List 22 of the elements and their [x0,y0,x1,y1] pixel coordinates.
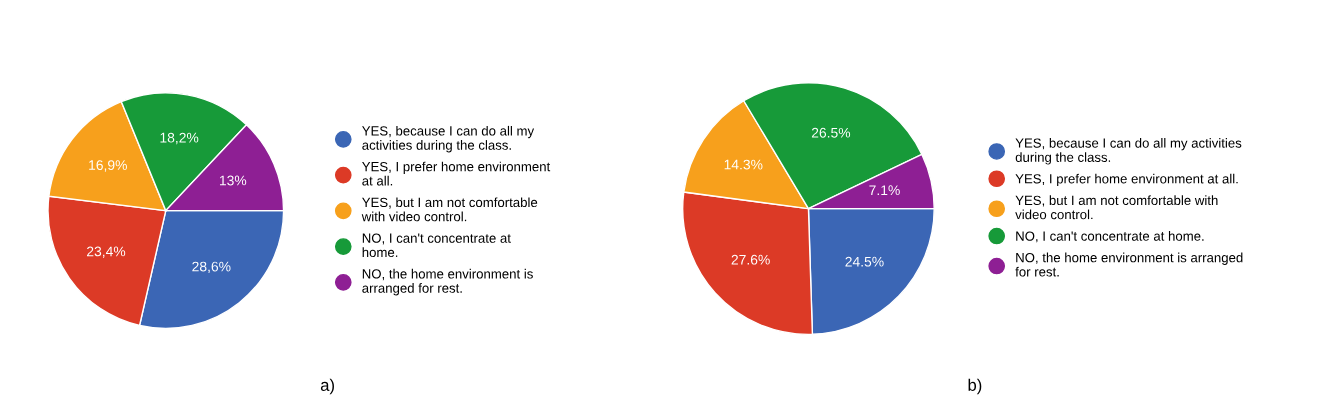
legend-label: YES, but I am not comfortable with video control. [1015,195,1218,220]
data-label: 28,6% [192,261,231,274]
data-label: 27.6% [731,254,770,265]
legend-label: YES, I prefer home environment at all. [362,161,551,186]
data-label: 24.5% [845,256,884,267]
data-label: 18,2% [160,132,199,145]
data-label: 23,4% [87,246,126,258]
legend-label: NO, the home environment is arranged for rest. [1015,252,1243,277]
legend-label: NO, the home environment is arranged for rest. [362,268,533,296]
legend-label: NO, I can't concentrate at home. [362,233,511,258]
legend-label: NO, I can't concentrate at home. [1016,231,1204,243]
data-label: 14.3% [724,159,763,170]
legend-label: YES, I prefer home environment at all. [1015,173,1238,187]
text: a) [320,378,334,395]
data-label: 13% [219,175,247,186]
legend-label: YES, because I can do all my activities during the class. [1015,138,1242,165]
text: b) [968,378,982,395]
legend-label: YES, but I am not comfortable with video control. [361,197,538,222]
legend-label: YES, because I can do all my activities during the class. [362,125,535,153]
data-label: 16,9% [89,160,127,172]
data-label: 7.1% [869,185,900,196]
data-label: 26.5% [811,127,851,138]
